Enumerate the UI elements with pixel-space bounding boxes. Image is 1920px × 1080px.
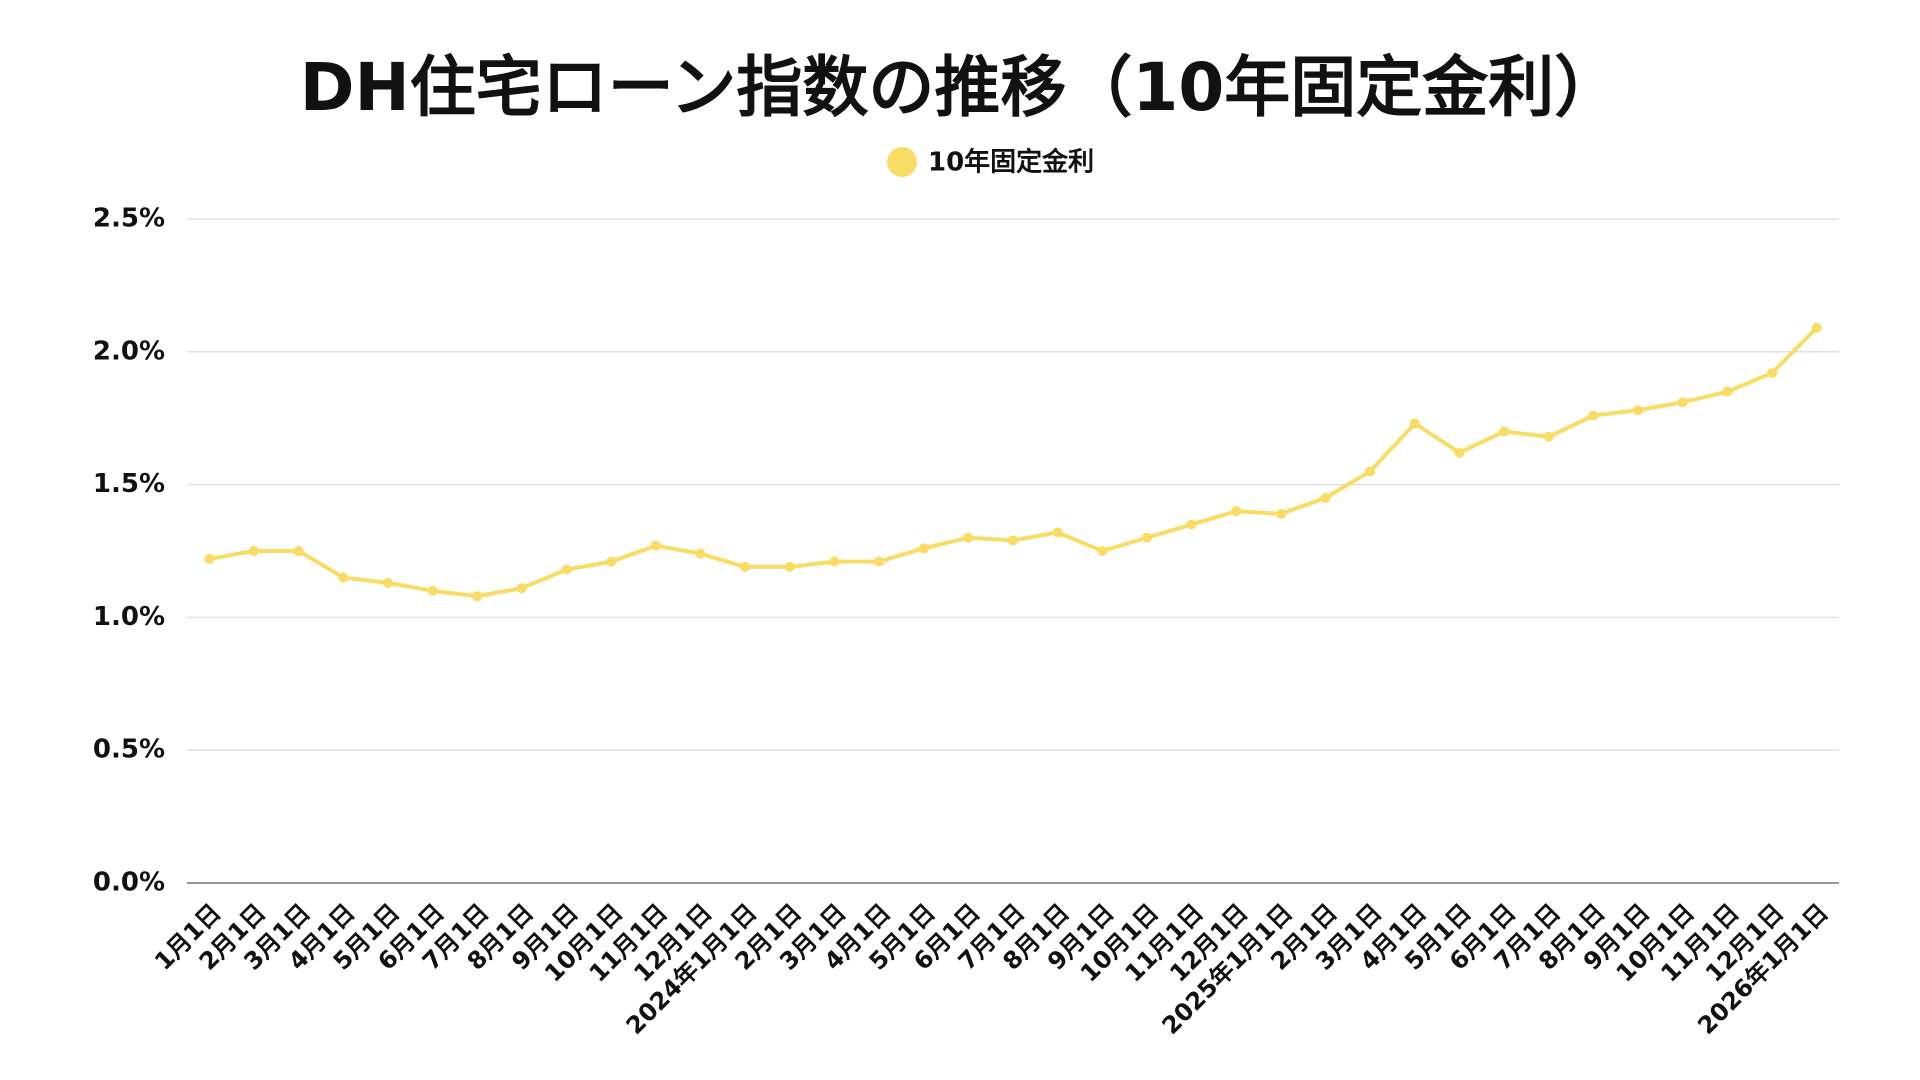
y-tick-label: 1.5% xyxy=(93,469,165,499)
point xyxy=(1722,386,1733,397)
point xyxy=(1231,506,1242,517)
point xyxy=(1767,368,1778,379)
point xyxy=(1097,546,1108,556)
point xyxy=(1499,426,1510,437)
point xyxy=(874,556,885,567)
point xyxy=(382,577,393,588)
chart-title: DH住宅ローン指数の推移（10年固定金利） xyxy=(300,49,1621,126)
point xyxy=(695,548,706,559)
point xyxy=(293,546,304,556)
point xyxy=(963,532,974,543)
point xyxy=(338,572,349,583)
point xyxy=(1008,535,1018,546)
point xyxy=(204,553,215,564)
y-tick-label: 2.0% xyxy=(93,336,165,366)
point xyxy=(1409,418,1420,429)
y-tick-label: 1.0% xyxy=(93,602,165,632)
legend-marker xyxy=(887,147,917,177)
point xyxy=(1454,447,1465,458)
legend-label: 10年固定金利 xyxy=(928,147,1094,178)
point xyxy=(606,556,617,567)
point xyxy=(1141,532,1152,543)
point xyxy=(1275,508,1286,519)
y-tick-label: 0.0% xyxy=(93,868,165,898)
line xyxy=(208,326,1819,599)
point xyxy=(472,591,483,602)
point xyxy=(1365,466,1376,477)
point xyxy=(1588,410,1599,421)
y-tick-label: 0.5% xyxy=(93,735,165,765)
point xyxy=(561,564,572,575)
point xyxy=(1677,397,1688,408)
point xyxy=(1811,322,1822,333)
point xyxy=(829,556,840,567)
point xyxy=(1320,492,1331,503)
point xyxy=(1543,431,1554,442)
point xyxy=(918,543,929,554)
y-tick-label: 2.5% xyxy=(93,204,165,234)
point xyxy=(248,546,259,556)
point xyxy=(516,583,527,594)
point xyxy=(784,561,795,572)
point xyxy=(1052,527,1063,538)
point xyxy=(740,561,751,572)
point xyxy=(1186,519,1197,530)
point xyxy=(1633,405,1644,416)
point xyxy=(427,585,438,596)
point xyxy=(650,540,661,551)
